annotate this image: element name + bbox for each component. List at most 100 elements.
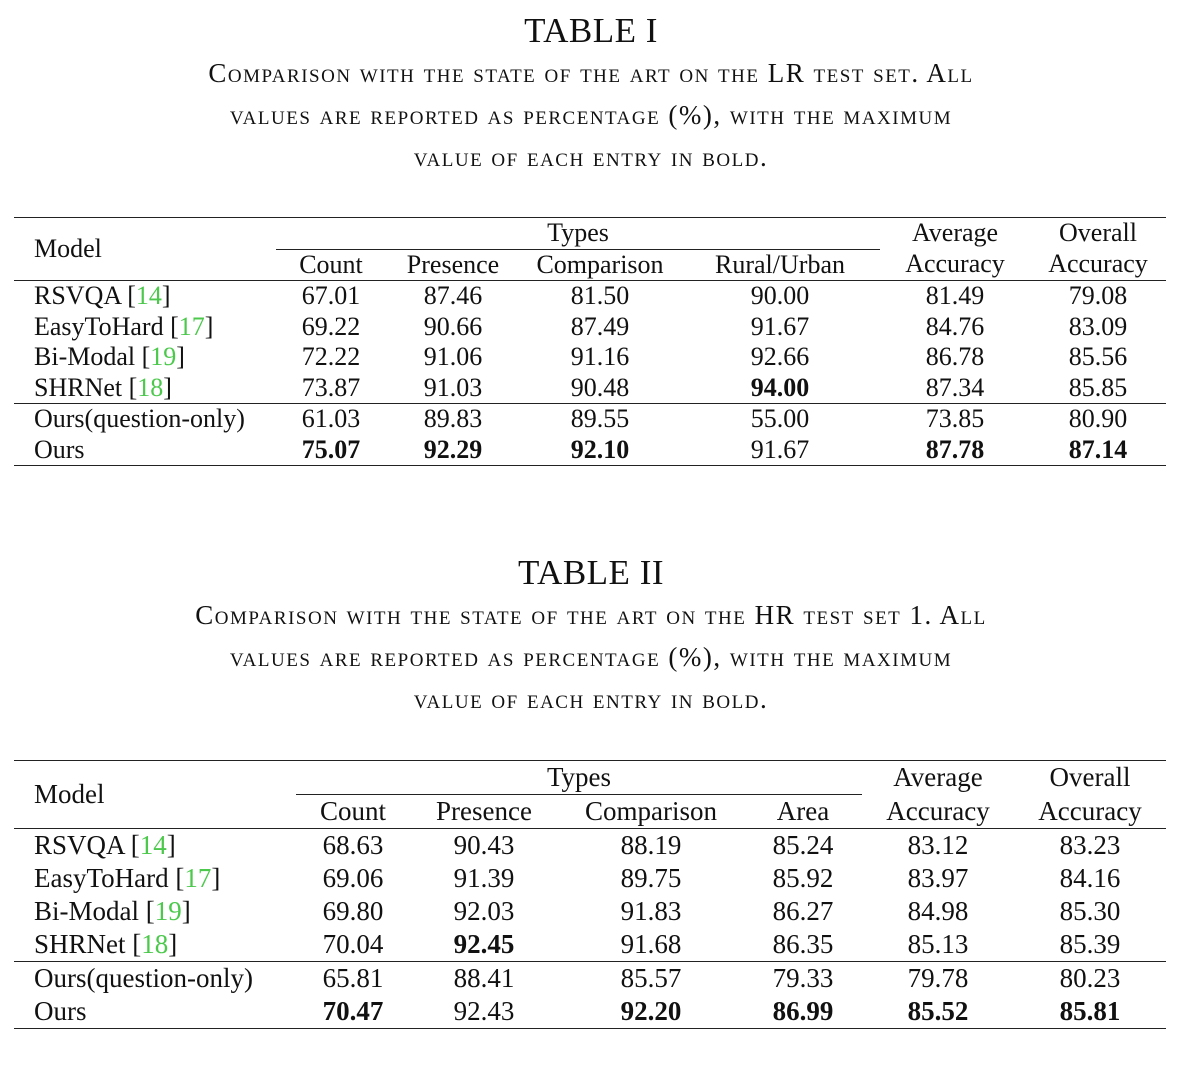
- header-overall-top: Overall: [1014, 760, 1166, 795]
- model-name: EasyToHard: [34, 311, 164, 341]
- table-body: RSVQA [14] 67.01 87.46 81.50 90.00 81.49 79.08…: [14, 280, 1166, 466]
- value-cell: 68.63: [296, 828, 410, 862]
- model-name-cell: Ours(question-only): [14, 403, 276, 435]
- value-cell: 83.97: [907, 863, 969, 893]
- header-row-2: Count Presence Comparison Rural/Urban Ac…: [14, 249, 1166, 281]
- value-cell: 88.19: [558, 828, 744, 862]
- value-cell: 86.27: [772, 896, 834, 926]
- value-cell: 87.78: [880, 434, 1030, 466]
- results-table: Model Types Average Overall Count Presen…: [14, 217, 1166, 466]
- citation-link[interactable]: 17: [178, 311, 205, 341]
- value-cell: 55.00: [680, 403, 880, 435]
- model-name-cell: Bi-Modal [19]: [34, 896, 191, 926]
- model-name-cell: Ours: [14, 434, 276, 466]
- table-row: Ours 75.07 92.29 92.10 91.67 87.78 87.14: [14, 434, 1166, 466]
- citation-link[interactable]: 18: [141, 929, 169, 959]
- value-cell: 91.03: [423, 372, 483, 402]
- model-name-cell: EasyToHard [17]: [34, 863, 221, 893]
- value-cell: 89.55: [520, 403, 680, 435]
- value-cell: 90.43: [410, 828, 558, 862]
- header-average-top: Average: [880, 217, 1030, 249]
- value-cell: 69.80: [322, 896, 384, 926]
- caption-line: values are reported as percentage (%), w…: [229, 642, 953, 672]
- value-cell: 65.81: [296, 961, 410, 995]
- citation-link[interactable]: 18: [137, 372, 164, 402]
- value-cell: 85.57: [558, 961, 744, 995]
- table-row: Bi-Modal [19] 69.80 92.03 91.83 86.27 84.98 85…: [14, 895, 1166, 928]
- value-cell: 79.33: [744, 961, 862, 995]
- value-cell: 87.49: [570, 311, 630, 341]
- caption-line: Comparison with the state of the art on …: [208, 58, 974, 88]
- citation-link[interactable]: 17: [184, 863, 212, 893]
- header-col: Area: [776, 796, 830, 826]
- value-cell: 87.14: [1030, 434, 1166, 466]
- value-cell: 92.43: [410, 995, 558, 1029]
- header-col: Comparison: [585, 796, 717, 826]
- value-cell: 86.99: [744, 995, 862, 1029]
- value-cell: 85.39: [1059, 929, 1121, 959]
- value-cell: 91.16: [570, 342, 630, 371]
- value-cell: 91.68: [620, 929, 682, 959]
- value-cell: 85.30: [1059, 896, 1121, 926]
- model-name: Bi-Modal: [34, 896, 139, 926]
- table-row: RSVQA [14] 67.01 87.46 81.50 90.00 81.49 79.08: [14, 280, 1166, 312]
- citation-link[interactable]: 14: [139, 830, 167, 860]
- value-cell: 83.12: [862, 828, 1014, 862]
- header-model: Model: [14, 217, 276, 281]
- model-name-cell: Ours: [14, 995, 296, 1029]
- caption-line: value of each entry in bold.: [413, 142, 769, 172]
- value-cell: 90.00: [680, 280, 880, 312]
- header-overall-bottom: Accuracy: [1048, 249, 1148, 279]
- value-cell: 67.01: [276, 280, 386, 312]
- value-cell: 89.83: [386, 403, 520, 435]
- table-row: RSVQA [14] 68.63 90.43 88.19 85.24 83.12 83.23: [14, 828, 1166, 862]
- value-cell: 86.35: [772, 929, 834, 959]
- model-name-cell: EasyToHard [17]: [34, 311, 214, 341]
- citation-link[interactable]: 19: [150, 342, 177, 371]
- model-name: EasyToHard: [34, 863, 169, 893]
- header-average-top: Average: [862, 760, 1014, 795]
- value-cell: 61.03: [276, 403, 386, 435]
- value-cell: 83.09: [1068, 311, 1128, 341]
- value-cell: 79.08: [1030, 280, 1166, 312]
- value-cell: 90.48: [570, 372, 630, 402]
- table-number: TABLE II: [517, 553, 665, 592]
- model-name: RSVQA: [34, 281, 121, 310]
- table-row: Bi-Modal [19] 72.22 91.06 91.16 92.66 86.78 85…: [14, 342, 1166, 373]
- header-average-bottom: Accuracy: [886, 795, 990, 826]
- model-name-cell: SHRNet [18]: [34, 929, 178, 959]
- citation-link[interactable]: 19: [154, 896, 182, 926]
- model-name: SHRNet: [34, 372, 123, 402]
- table-body: RSVQA [14] 68.63 90.43 88.19 85.24 83.12 83.23…: [14, 828, 1166, 1029]
- value-cell: 70.04: [322, 929, 384, 959]
- value-cell: 91.67: [750, 311, 810, 341]
- value-cell: 84.98: [907, 896, 969, 926]
- header-col: Count: [319, 796, 386, 826]
- value-cell: 84.16: [1059, 863, 1121, 893]
- value-cell: 79.78: [862, 961, 1014, 995]
- model-name: SHRNet: [34, 929, 126, 959]
- value-cell: 92.29: [386, 434, 520, 466]
- value-cell: 92.03: [453, 896, 515, 926]
- value-cell: 81.50: [520, 280, 680, 312]
- header-overall-top: Overall: [1030, 217, 1166, 249]
- table-row: EasyToHard [17] 69.22 90.66 87.49 91.67 84.76…: [14, 312, 1166, 343]
- header-overall-bottom: Accuracy: [1038, 795, 1142, 826]
- value-cell: 80.90: [1030, 403, 1166, 435]
- citation-link[interactable]: 14: [135, 281, 162, 310]
- value-cell: 81.49: [880, 280, 1030, 312]
- table-row: Ours(question-only) 65.81 88.41 85.57 79.33 7…: [14, 961, 1166, 995]
- value-cell: 85.56: [1068, 342, 1128, 371]
- value-cell: 85.13: [907, 929, 969, 959]
- header-col: Comparison: [536, 249, 664, 279]
- table-caption: Comparison with the state of the art on …: [0, 594, 1182, 720]
- value-cell: 73.85: [880, 403, 1030, 435]
- value-cell: 85.81: [1014, 995, 1166, 1029]
- model-name-cell: Bi-Modal [19]: [34, 342, 185, 371]
- value-cell: 87.46: [386, 280, 520, 312]
- table-row: EasyToHard [17] 69.06 91.39 89.75 85.92 83.97…: [14, 862, 1166, 895]
- model-name-cell: Ours(question-only): [14, 961, 296, 995]
- model-name-cell: RSVQA [14]: [14, 828, 296, 862]
- value-cell: 91.83: [620, 896, 682, 926]
- value-cell: 75.07: [276, 434, 386, 466]
